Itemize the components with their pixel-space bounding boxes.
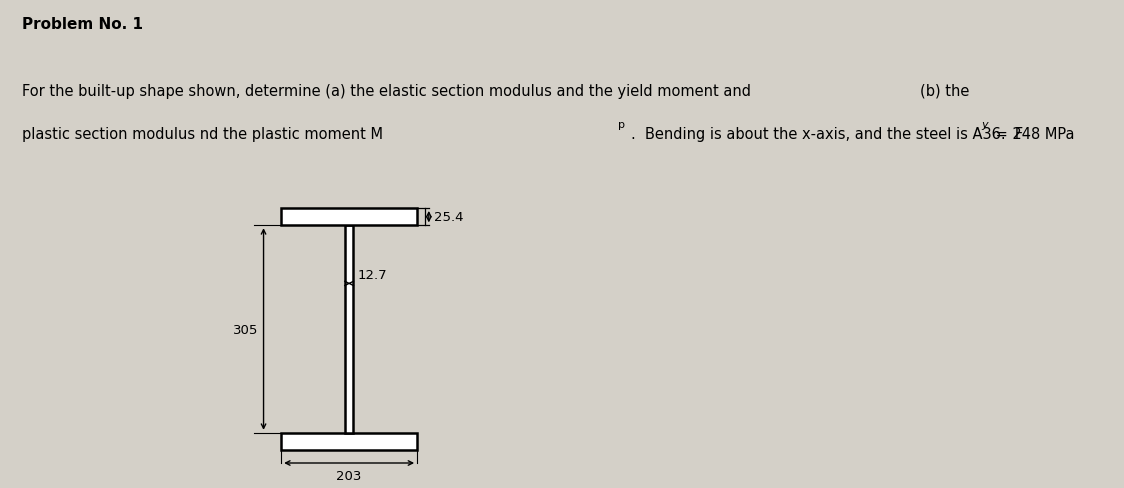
Text: For the built-up shape shown, determine (a) the elastic section modulus and the : For the built-up shape shown, determine … (21, 84, 751, 99)
Text: Problem No. 1: Problem No. 1 (21, 17, 143, 32)
Text: 12.7: 12.7 (357, 269, 387, 282)
Bar (281, 433, 417, 450)
Text: 305: 305 (234, 323, 259, 336)
Text: 25.4: 25.4 (434, 211, 463, 224)
Text: y: y (981, 120, 988, 130)
Text: plastic section modulus nd the plastic moment M: plastic section modulus nd the plastic m… (21, 127, 382, 142)
Text: = 248 MPa: = 248 MPa (991, 127, 1075, 142)
Text: p: p (618, 120, 625, 130)
Bar (345, 226, 353, 433)
Bar (281, 209, 417, 226)
Text: .  Bending is about the x-axis, and the steel is A36.  F: . Bending is about the x-axis, and the s… (632, 127, 1024, 142)
Text: (b) the: (b) the (919, 84, 969, 99)
Text: 203: 203 (336, 469, 362, 482)
